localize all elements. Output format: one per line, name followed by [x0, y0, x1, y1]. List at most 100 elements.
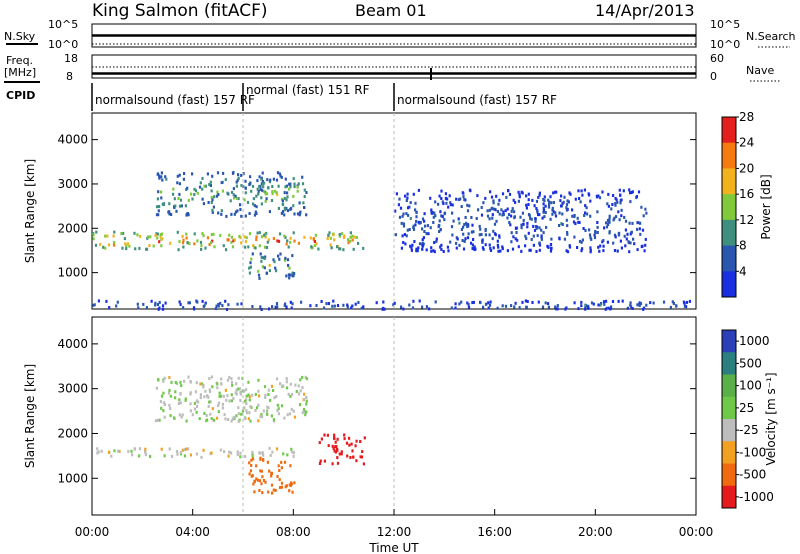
heatmap-cell	[181, 234, 184, 238]
heatmap-cell	[440, 248, 443, 251]
heatmap-cell	[315, 242, 318, 246]
heatmap-cell	[305, 402, 308, 406]
heatmap-cell	[247, 393, 250, 397]
heatmap-cell	[605, 306, 608, 310]
colorbar-title: Power [dB]	[759, 174, 773, 239]
heatmap-cell	[511, 207, 514, 211]
heatmap-cell	[270, 384, 274, 388]
colorbar-swatch	[722, 419, 736, 442]
heatmap-cell	[238, 234, 241, 238]
heatmap-cell	[223, 450, 226, 454]
heatmap-cell	[622, 189, 625, 193]
heatmap-cell	[186, 186, 189, 190]
heatmap-cell	[276, 403, 279, 407]
heatmap-cell	[178, 192, 181, 196]
heatmap-cell	[161, 178, 164, 182]
heatmap-cell	[244, 186, 247, 190]
heatmap-cell	[174, 396, 177, 400]
heatmap-cell	[588, 193, 591, 197]
heatmap-cell	[489, 300, 492, 304]
heatmap-cell	[293, 415, 297, 419]
heatmap-cell	[251, 454, 254, 458]
heatmap-cell	[236, 302, 239, 306]
heatmap-cell	[565, 218, 568, 222]
heatmap-cell	[240, 302, 243, 306]
heatmap-cell	[392, 303, 395, 307]
heatmap-cell	[237, 173, 240, 177]
heatmap-cell	[288, 489, 291, 493]
heatmap-cell	[297, 182, 300, 186]
heatmap-cell	[574, 197, 577, 201]
heatmap-cell	[304, 413, 307, 417]
heatmap-cell	[683, 304, 686, 308]
heatmap-cell	[283, 196, 286, 200]
heatmap-cell	[142, 302, 145, 306]
heatmap-cell	[434, 300, 437, 304]
heatmap-cell	[293, 272, 296, 275]
heatmap-cell	[524, 234, 527, 238]
heatmap-cell	[605, 299, 608, 303]
heatmap-cell	[488, 217, 491, 221]
heatmap-cell	[589, 214, 592, 218]
heatmap-cell	[419, 221, 422, 224]
heatmap-cell	[325, 302, 328, 306]
heatmap-cell	[528, 248, 531, 252]
colorbar-frame	[721, 329, 737, 509]
heatmap-cell	[400, 305, 403, 309]
heatmap-cell	[272, 418, 275, 422]
heatmap-cell	[644, 207, 647, 211]
heatmap-cell	[351, 304, 354, 308]
heatmap-cell	[596, 231, 599, 234]
heatmap-cell	[268, 269, 271, 273]
heatmap-cell	[244, 399, 247, 403]
heatmap-cell	[189, 402, 192, 406]
heatmap-cell	[502, 210, 505, 214]
heatmap-cell	[637, 190, 641, 194]
colorbar-frame	[721, 116, 737, 298]
heatmap-cell	[351, 238, 354, 242]
heatmap-cell	[491, 213, 494, 217]
heatmap-cell	[492, 246, 495, 250]
heatmap-cell	[544, 301, 547, 305]
heatmap-cell	[305, 377, 309, 381]
colorbar-tick-label: 1000	[739, 334, 770, 348]
heatmap-cell	[230, 381, 234, 384]
heatmap-cell	[346, 303, 349, 307]
freq-panel: Freq. [MHz] 18 8 Nave 60 0	[4, 52, 780, 83]
colorbar-tick-label: -1000	[739, 490, 774, 504]
heatmap-cell	[433, 250, 436, 254]
heatmap-cell	[581, 193, 584, 197]
heatmap-cell	[210, 375, 213, 379]
heatmap-cell	[242, 389, 246, 393]
heatmap-cell	[278, 469, 281, 472]
heatmap-cell	[440, 189, 443, 193]
heatmap-cell	[415, 247, 418, 251]
heatmap-cell	[134, 247, 137, 251]
heatmap-cell	[245, 409, 248, 413]
heatmap-cell	[278, 172, 281, 176]
heatmap-cell	[443, 211, 447, 215]
heatmap-cell	[498, 234, 501, 238]
heatmap-cell	[402, 222, 405, 226]
heatmap-cell	[349, 235, 352, 239]
heatmap-cell	[428, 307, 431, 311]
freq-label-1: Freq.	[6, 54, 33, 67]
heatmap-cell	[280, 485, 283, 489]
heatmap-cell	[326, 237, 329, 240]
heatmap-cell	[497, 245, 500, 249]
heatmap-cell	[571, 208, 574, 212]
heatmap-cell	[518, 195, 521, 199]
heatmap-cell	[636, 303, 639, 307]
heatmap-cell	[271, 491, 274, 495]
heatmap-cell	[267, 490, 270, 494]
heatmap-cell	[188, 301, 191, 305]
heatmap-cell	[514, 237, 517, 241]
heatmap-cell	[252, 202, 255, 206]
heatmap-cell	[265, 271, 268, 275]
heatmap-cell	[456, 237, 459, 241]
cpid-segment-label: normalsound (fast) 157 RF	[95, 93, 255, 107]
heatmap-cell	[526, 225, 529, 229]
heatmap-cell	[301, 411, 304, 415]
heatmap-cell	[354, 302, 357, 306]
